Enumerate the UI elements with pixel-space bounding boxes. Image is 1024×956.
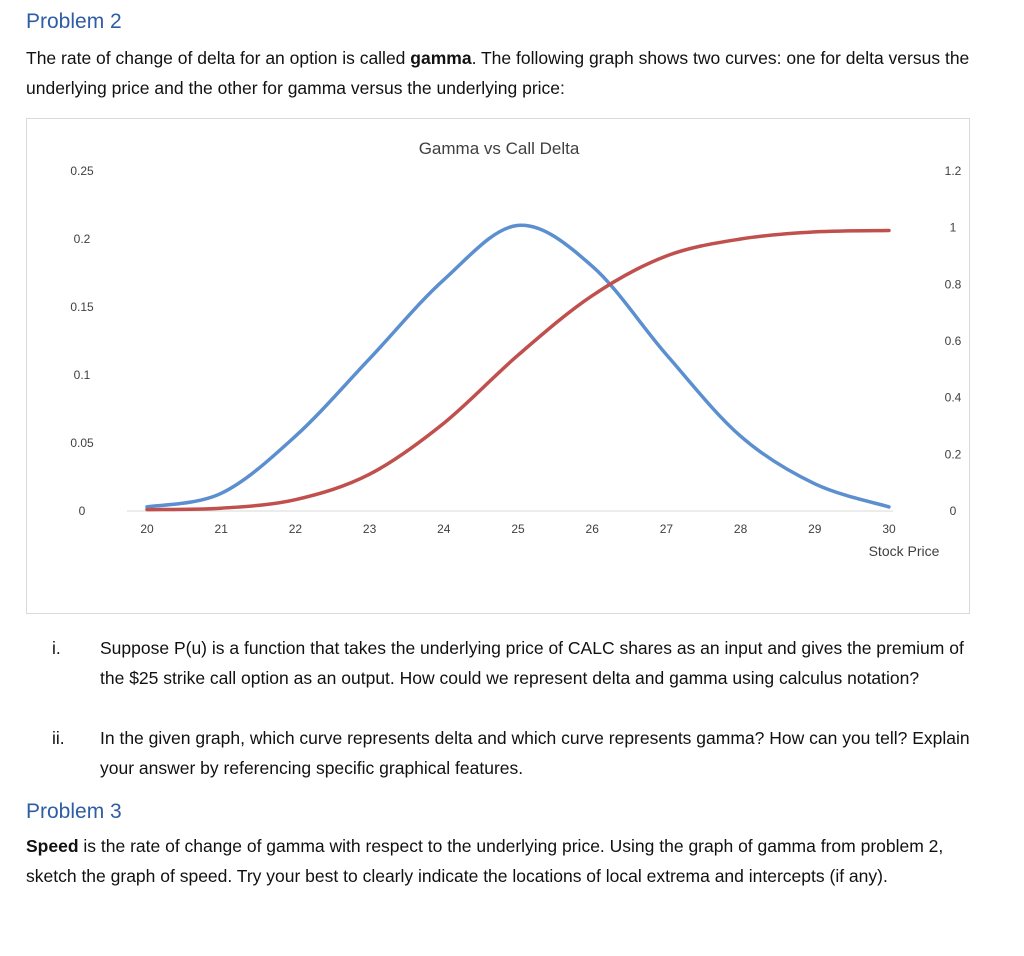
y-left-tick-label: 0.1: [74, 368, 91, 382]
x-tick-label: 30: [882, 522, 896, 536]
y-left-tick-label: 0.25: [70, 164, 94, 178]
question-item: i. Suppose P(u) is a function that takes …: [26, 633, 986, 723]
x-axis-label: Stock Price: [869, 543, 940, 559]
question-item: ii. In the given graph, which curve repre…: [26, 723, 986, 813]
x-tick-label: 21: [215, 522, 229, 536]
x-tick-label: 25: [511, 522, 525, 536]
question-text: Suppose P(u) is a function that takes th…: [100, 638, 964, 688]
chart-canvas: Gamma vs Call Delta 0.25 0.2 0.15 0.1 0.05 0 1.…: [70, 139, 962, 559]
x-tick-label: 24: [437, 522, 451, 536]
gamma-delta-chart: Gamma vs Call Delta 0.25 0.2 0.15 0.1 0.05 0 1.…: [26, 118, 970, 614]
x-tick-label: 26: [586, 522, 600, 536]
problem-3-heading: Problem 3: [26, 800, 122, 823]
speed-term: Speed: [26, 836, 79, 856]
x-tick-label: 29: [808, 522, 822, 536]
y-right-tick-label: 0.8: [945, 277, 962, 291]
x-tick-label: 27: [660, 522, 674, 536]
intro-text-end: . The following graph shows two curves: …: [26, 48, 970, 98]
series-line-right-axis: [145, 228, 891, 512]
y-left-tick-label: 0.05: [70, 436, 94, 450]
problem-2-intro: The rate of change of delta for an optio…: [26, 43, 986, 103]
y-right-tick-label: 0.6: [945, 334, 962, 348]
y-right-tick-label: 0.4: [945, 391, 962, 405]
y-left-tick-label: 0: [79, 504, 86, 518]
chart-title: Gamma vs Call Delta: [419, 139, 580, 158]
series-line-left-axis: [145, 223, 891, 509]
intro-text-start: The rate of change of delta for an optio…: [26, 48, 411, 68]
y-right-tick-label: 0.2: [945, 447, 962, 461]
x-tick-label: 23: [363, 522, 377, 536]
x-tick-label: 28: [734, 522, 748, 536]
y-right-tick-label: 1: [950, 221, 957, 235]
gamma-term: gamma: [410, 48, 472, 68]
problem-2-heading: Problem 2: [26, 10, 122, 33]
y-right-tick-label: 1.2: [945, 164, 962, 178]
y-left-tick-label: 0.2: [74, 232, 91, 246]
problem-3-body: Speed is the rate of change of gamma wit…: [26, 831, 986, 891]
y-left-tick-label: 0.15: [70, 300, 94, 314]
question-number: i.: [52, 638, 61, 658]
y-right-tick-label: 0: [950, 504, 957, 518]
x-tick-label: 22: [289, 522, 303, 536]
x-tick-label: 20: [140, 522, 154, 536]
question-text: In the given graph, which curve represen…: [100, 728, 970, 778]
question-number: ii.: [52, 728, 65, 748]
problem-3-text: is the rate of change of gamma with resp…: [26, 836, 944, 886]
